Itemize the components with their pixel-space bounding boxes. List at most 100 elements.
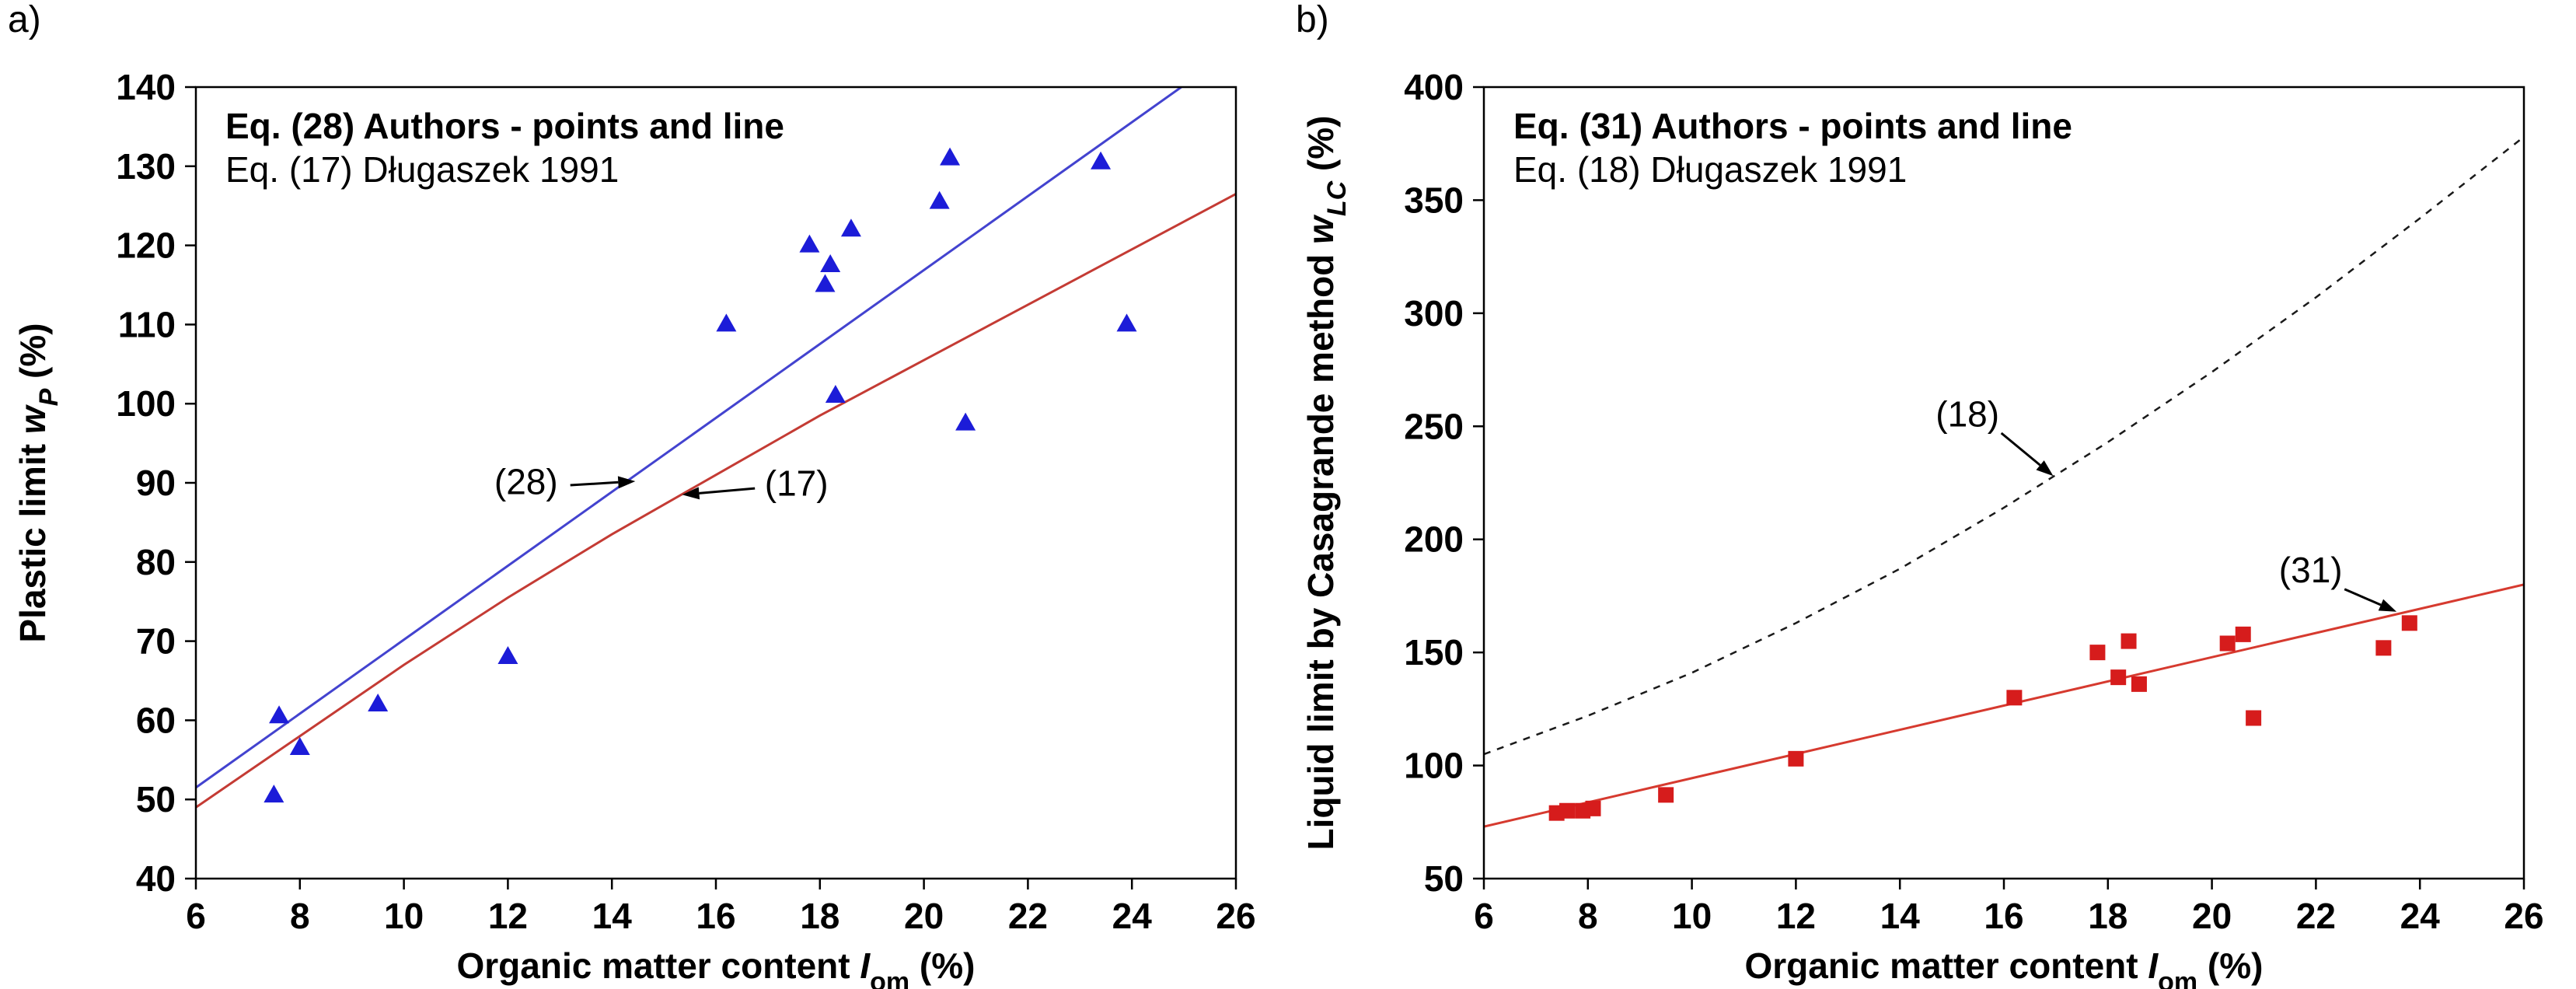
x-tick-label: 22	[1008, 896, 1048, 936]
chart-a-plastic-limit: 6 8 10 12 14 16 18 20 22 24 26 40 50 60 70 80 90 100 110 12…	[12, 67, 1256, 989]
y-tick-label: 130	[116, 146, 176, 187]
data-point-marker	[940, 147, 961, 166]
plot-border	[1482, 86, 2525, 880]
annotation-label: (18)	[1935, 393, 1999, 434]
data-point-marker	[1091, 151, 1112, 169]
y-tick-label: 400	[1404, 67, 1464, 107]
legend-line: Eq. (18) Długaszek 1991	[1513, 149, 1907, 190]
legend-line: Eq. (28) Authors - points and line	[225, 106, 784, 146]
data-point-marker	[2120, 633, 2137, 649]
panel-b: b) 6 8 10 12 14 16 18 20 22 24 26 50 100 150 200 250 300…	[1288, 0, 2576, 989]
data-point-marker	[2089, 645, 2106, 661]
x-tick-label: 20	[904, 896, 944, 936]
data-point-marker	[368, 694, 389, 712]
x-tick-label: 8	[290, 896, 310, 936]
x-tick-label: 6	[186, 896, 206, 936]
annotation-arrow-line	[2000, 432, 2041, 467]
annotation-label: (28)	[494, 461, 558, 501]
x-tick-label: 6	[1474, 896, 1494, 936]
y-tick-label: 120	[116, 225, 176, 266]
data-point-marker	[825, 385, 846, 404]
annotation-arrow-head	[617, 476, 636, 489]
data-point-marker	[716, 313, 737, 332]
x-tick-label: 12	[488, 896, 528, 936]
x-tick-label: 18	[2088, 896, 2127, 936]
data-point-marker	[2131, 676, 2147, 692]
data-point-marker	[2246, 710, 2262, 726]
plot-area	[196, 87, 1236, 809]
data-point-marker	[955, 412, 976, 431]
series-line	[1484, 583, 2524, 828]
y-tick-label: 100	[116, 383, 176, 424]
y-tick-label: 60	[136, 700, 176, 740]
data-point-marker	[820, 254, 841, 273]
data-point-marker	[2006, 690, 2023, 706]
data-point-marker	[1788, 750, 1804, 767]
annotation-arrow-line	[699, 487, 756, 494]
data-point-marker	[799, 234, 820, 253]
x-tick-label: 20	[2192, 896, 2232, 936]
annotation-arrow-head	[2036, 460, 2054, 477]
y-axis-title: Liquid limit by Casagrande method wLC (%…	[1300, 116, 1352, 851]
x-tick-label: 10	[384, 896, 424, 936]
x-tick-label: 14	[1880, 896, 1921, 936]
annotation-arrow-line	[570, 481, 619, 487]
y-tick-label: 90	[136, 463, 176, 503]
y-tick-label: 80	[136, 542, 176, 582]
annotation-arrow-head	[2378, 599, 2397, 612]
x-tick-label: 18	[800, 896, 839, 936]
y-tick-label: 50	[136, 779, 176, 820]
x-tick-label: 16	[1984, 896, 2023, 936]
y-tick-label: 140	[116, 67, 176, 107]
data-point-marker	[815, 274, 836, 292]
data-point-marker	[2401, 615, 2417, 631]
chart-b-liquid-limit: 6 8 10 12 14 16 18 20 22 24 26 50 100 150 200 250 300 350…	[1300, 67, 2544, 989]
x-axis-title: Organic matter content Iom (%)	[457, 945, 976, 989]
plot-area	[1484, 136, 2524, 828]
x-tick-label: 12	[1776, 896, 1816, 936]
x-tick-label: 16	[696, 896, 735, 936]
data-point-marker	[2375, 640, 2392, 656]
y-tick-label: 150	[1404, 632, 1464, 673]
plot-border	[194, 86, 1237, 880]
data-point-marker	[1116, 313, 1137, 332]
data-point-marker	[1585, 800, 1601, 816]
y-tick-label: 50	[1424, 858, 1464, 899]
annotation-label: (17)	[765, 463, 829, 503]
x-tick-label: 24	[1112, 896, 1153, 936]
x-tick-label: 26	[2504, 896, 2543, 936]
data-point-marker	[1559, 802, 1576, 819]
y-tick-label: 100	[1404, 746, 1464, 786]
y-tick-label: 40	[136, 858, 176, 899]
y-tick-label: 350	[1404, 180, 1464, 220]
data-point-marker	[2219, 635, 2236, 652]
series-line	[1484, 136, 2524, 756]
y-tick-label: 300	[1404, 293, 1464, 334]
x-tick-label: 8	[1578, 896, 1598, 936]
x-tick-label: 24	[2400, 896, 2441, 936]
data-point-marker	[1658, 787, 1674, 803]
x-tick-label: 26	[1216, 896, 1255, 936]
y-tick-label: 70	[136, 621, 176, 662]
y-tick-label: 200	[1404, 519, 1464, 560]
y-tick-label: 250	[1404, 406, 1464, 446]
data-point-marker	[269, 705, 290, 724]
panel-b-corner-label: b)	[1296, 0, 1329, 40]
y-tick-label: 110	[118, 304, 176, 344]
y-axis-title: Plastic limit wP (%)	[12, 323, 64, 642]
x-axis-title: Organic matter content Iom (%)	[1745, 945, 2264, 989]
data-point-marker	[929, 190, 950, 209]
data-point-marker	[497, 645, 518, 664]
legend-line: Eq. (31) Authors - points and line	[1513, 106, 2072, 146]
annotation-arrow-line	[2344, 588, 2382, 606]
data-point-marker	[840, 218, 861, 237]
x-tick-label: 14	[592, 896, 633, 936]
series-line	[196, 193, 1236, 809]
legend-line: Eq. (17) Długaszek 1991	[225, 149, 619, 190]
series-line	[196, 87, 1182, 789]
data-point-marker	[264, 785, 284, 803]
annotation-arrow-head	[682, 487, 700, 500]
panel-a: a) 6 8 10 12 14 16 18 20 22 24 26 40 50 60 70 80 90 100 11…	[8, 0, 1256, 989]
panel-a-corner-label: a)	[8, 0, 41, 40]
